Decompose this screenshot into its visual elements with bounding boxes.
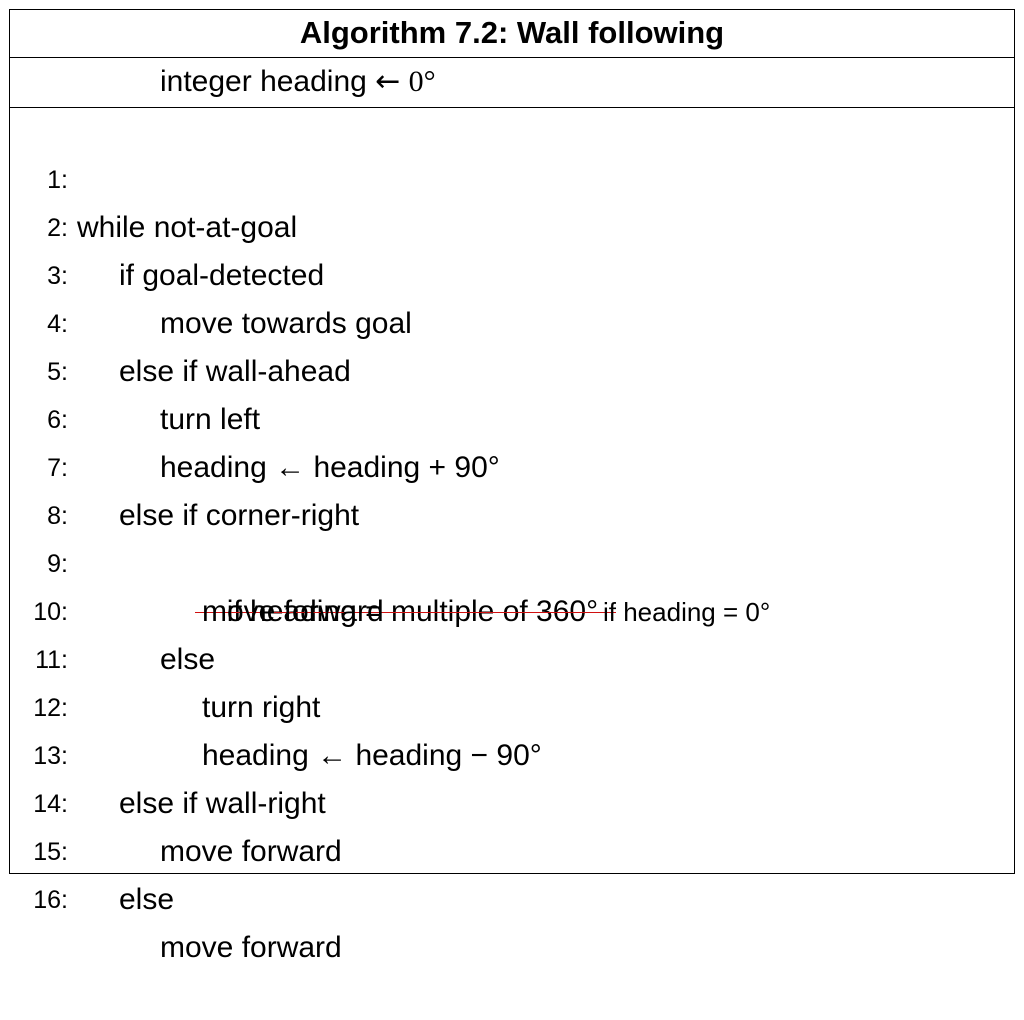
line-number: 4: <box>47 310 68 338</box>
line-number: 10: <box>33 598 68 626</box>
line-text: else <box>160 643 216 676</box>
line-number: 9: <box>47 550 68 578</box>
algorithm-title: Algorithm 7.2: Wall following <box>10 10 1014 58</box>
algo-line-8: 8: if heading = multiple of 360° if head… <box>10 444 1014 628</box>
declaration-value: 0° <box>408 65 436 98</box>
algo-line-4: 4: else if wall-ahead <box>10 252 1014 388</box>
algo-line-15: 15: else <box>10 780 1014 916</box>
algo-line-6: 6: heading ← heading + 90° <box>10 348 1014 484</box>
line-text: else if wall-right <box>119 787 326 820</box>
declaration-text: integer heading <box>160 65 376 98</box>
algo-line-7: 7: else if corner-right <box>10 396 1014 532</box>
algo-line-14: 14: move forward <box>10 732 1014 868</box>
line-number: 11: <box>35 646 68 674</box>
line-number: 1: <box>47 166 68 194</box>
algo-line-16: 16: move forward <box>10 828 1014 964</box>
declaration-row: integer heading ← 0° <box>10 58 1014 108</box>
line-text: heading ← heading − 90° <box>202 739 542 772</box>
line-text: move forward <box>202 595 384 628</box>
algo-line-11: 11: turn right <box>10 588 1014 724</box>
line-text: move towards goal <box>160 307 412 340</box>
line-text: else <box>119 883 175 916</box>
line-number: 7: <box>47 454 68 482</box>
algo-line-2: 2: if goal-detected <box>10 156 1014 292</box>
struck-text: if heading = multiple of 360° <box>226 595 599 628</box>
line-number: 13: <box>33 742 68 770</box>
algo-line-3: 3: move towards goal <box>10 204 1014 340</box>
replacement-condition: if heading = 0° <box>603 597 771 627</box>
line-number: 14: <box>33 790 68 818</box>
algo-line-9: 9: move forward <box>10 492 1014 628</box>
line-text: else if corner-right <box>119 499 360 532</box>
algo-line-10: 10: else <box>10 540 1014 676</box>
algorithm-box: Algorithm 7.2: Wall following integer he… <box>9 9 1015 964</box>
line-text: heading ← heading + 90° <box>160 451 500 484</box>
line-text: turn left <box>160 403 261 436</box>
line-text: turn right <box>202 691 321 724</box>
algo-line-13: 13: else if wall-right <box>10 684 1014 820</box>
line-number: 8: <box>47 502 68 530</box>
line-text: else if wall-ahead <box>119 355 351 388</box>
line-number: 12: <box>33 694 68 722</box>
line-number: 16: <box>33 886 68 914</box>
line-number: 3: <box>47 262 68 290</box>
line-number: 6: <box>47 406 68 434</box>
line-number: 15: <box>33 838 68 866</box>
assign-arrow: ← <box>375 64 401 99</box>
line-number: 5: <box>47 358 68 386</box>
line-text: if goal-detected <box>119 259 325 292</box>
struck-condition: if heading = multiple of 360° <box>160 540 617 684</box>
line-text: while not-at-goal <box>77 211 298 244</box>
algo-line-1: 1: while not-at-goal <box>10 108 1014 244</box>
algo-line-5: 5: turn left <box>10 300 1014 436</box>
line-number: 2: <box>47 214 68 242</box>
algo-line-12: 12: heading ← heading − 90° <box>10 636 1014 772</box>
strikethrough-line <box>194 612 617 613</box>
declaration-line: integer heading ← 0° <box>160 58 436 106</box>
line-text: move forward <box>160 835 342 868</box>
line-text: move forward <box>160 931 342 964</box>
struck-text-wrapper: if heading = multiple of 360° <box>194 588 617 636</box>
